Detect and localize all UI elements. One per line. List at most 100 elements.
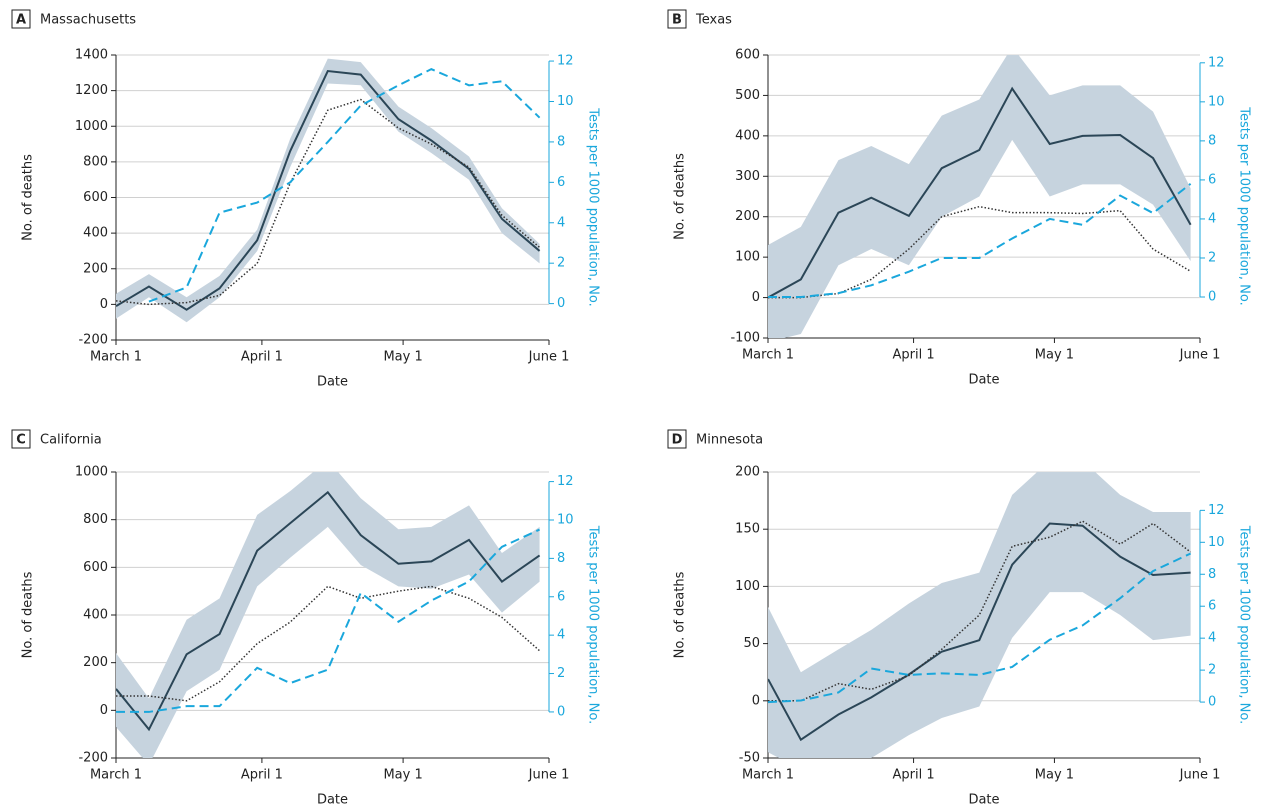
- y2-axis-label: Tests per 1000 population, No.: [586, 107, 601, 306]
- y2-tick-label: 8: [557, 134, 565, 149]
- x-tick-label: March 1: [742, 768, 794, 783]
- y-tick-label: 0: [752, 693, 760, 708]
- series-line: [116, 528, 541, 713]
- y-tick-label: 50: [743, 636, 760, 651]
- y-axis-label: No. of deaths: [21, 154, 36, 241]
- y-tick-label: -100: [730, 331, 760, 346]
- y2-tick-label: 10: [557, 94, 574, 109]
- panel-letter-box: [11, 9, 31, 29]
- confidence-band: [116, 58, 540, 323]
- x-tick-label: June 1: [1179, 348, 1221, 363]
- y2-tick-label: 0: [557, 704, 565, 719]
- y2-axis-label: Tests per 1000 population, No.: [586, 525, 601, 724]
- y-tick-label: 800: [83, 512, 108, 527]
- y2-tick-label: 8: [557, 551, 565, 566]
- panel-letter: A: [16, 13, 26, 28]
- x-axis-label: Date: [317, 375, 348, 390]
- series-line: [768, 183, 1192, 299]
- panel-title: Minnesota: [696, 433, 763, 448]
- x-axis-label: Date: [968, 793, 999, 808]
- y-tick-label: 100: [735, 250, 760, 265]
- y2-tick-label: 12: [557, 54, 574, 69]
- y-axis-label: No. of deaths: [673, 571, 688, 658]
- y2-tick-label: 0: [1208, 290, 1216, 305]
- confidence-band: [116, 472, 540, 758]
- y-tick-label: 300: [735, 169, 760, 184]
- y-tick-label: 150: [735, 522, 760, 537]
- x-axis-label: Date: [968, 373, 999, 388]
- y-tick-label: 1000: [75, 465, 108, 480]
- y-tick-label: 600: [83, 190, 108, 205]
- x-tick-label: May 1: [383, 768, 422, 783]
- y-tick-label: 600: [83, 560, 108, 575]
- y2-tick-label: 0: [1208, 695, 1216, 710]
- y-tick-label: 0: [752, 290, 760, 305]
- panel-title: Massachusetts: [40, 13, 136, 28]
- y-tick-label: 200: [83, 261, 108, 276]
- panel-letter: D: [672, 433, 683, 448]
- y2-tick-label: 6: [557, 589, 565, 604]
- panel-title: California: [40, 433, 102, 448]
- y-tick-label: 0: [100, 297, 108, 312]
- x-tick-label: April 1: [241, 768, 283, 783]
- y-tick-label: 200: [735, 465, 760, 480]
- y-tick-label: 400: [83, 608, 108, 623]
- confidence-band: [768, 472, 1191, 758]
- y2-tick-label: 10: [1208, 535, 1225, 550]
- panel-letter: C: [16, 433, 26, 448]
- panel-letter-box: [667, 9, 687, 29]
- panel-letter-box: [667, 429, 687, 449]
- series-line: [768, 520, 1192, 702]
- y2-tick-label: 8: [1208, 567, 1216, 582]
- x-tick-label: June 1: [528, 350, 570, 365]
- x-tick-label: May 1: [383, 350, 422, 365]
- y2-tick-label: 2: [1208, 663, 1216, 678]
- y2-axis-label: Tests per 1000 population, No.: [1237, 525, 1252, 724]
- y2-tick-label: 12: [1208, 503, 1225, 518]
- series-line: [768, 552, 1192, 704]
- x-tick-label: March 1: [742, 348, 794, 363]
- y-axis-label: No. of deaths: [21, 571, 36, 658]
- panel: C California -200 0 200 400 600 800 1000 March 1 A…: [11, 429, 601, 808]
- series-line: [116, 98, 541, 306]
- y-tick-label: 200: [83, 655, 108, 670]
- y-tick-label: 200: [735, 209, 760, 224]
- x-axis-label: Date: [317, 793, 348, 808]
- y2-tick-label: 6: [557, 175, 565, 190]
- series-line: [768, 86, 1192, 299]
- y2-tick-label: 0: [557, 296, 565, 311]
- x-tick-label: May 1: [1035, 348, 1074, 363]
- x-tick-label: June 1: [528, 768, 570, 783]
- panel-letter: B: [672, 13, 682, 28]
- y-tick-label: 400: [735, 128, 760, 143]
- series-line: [116, 490, 541, 732]
- panel-letter-box: [11, 429, 31, 449]
- y2-tick-label: 6: [1208, 599, 1216, 614]
- y2-tick-label: 10: [557, 512, 574, 527]
- y-tick-label: 800: [83, 154, 108, 169]
- y2-tick-label: 2: [557, 666, 565, 681]
- y-tick-label: 600: [735, 48, 760, 63]
- y-axis-label: No. of deaths: [673, 153, 688, 240]
- x-tick-label: March 1: [90, 350, 142, 365]
- series-line: [768, 522, 1191, 742]
- series-line: [116, 69, 541, 311]
- y2-tick-label: 6: [1208, 172, 1216, 187]
- confidence-band: [768, 55, 1191, 338]
- y2-tick-label: 2: [557, 256, 565, 271]
- y2-tick-label: 12: [1208, 55, 1225, 70]
- panel: A Massachusetts -200 0 200 400 600 800 1000 1200 1…: [11, 9, 601, 390]
- y-tick-label: -200: [78, 333, 108, 348]
- y-tick-label: 1000: [75, 119, 108, 134]
- y2-tick-label: 4: [557, 628, 565, 643]
- y-tick-label: 0: [100, 703, 108, 718]
- y2-tick-label: 10: [1208, 94, 1225, 109]
- y2-tick-label: 4: [1208, 211, 1216, 226]
- y-tick-label: -200: [78, 751, 108, 766]
- panel-title: Texas: [695, 13, 732, 28]
- y-tick-label: 100: [735, 579, 760, 594]
- y2-tick-label: 2: [1208, 250, 1216, 265]
